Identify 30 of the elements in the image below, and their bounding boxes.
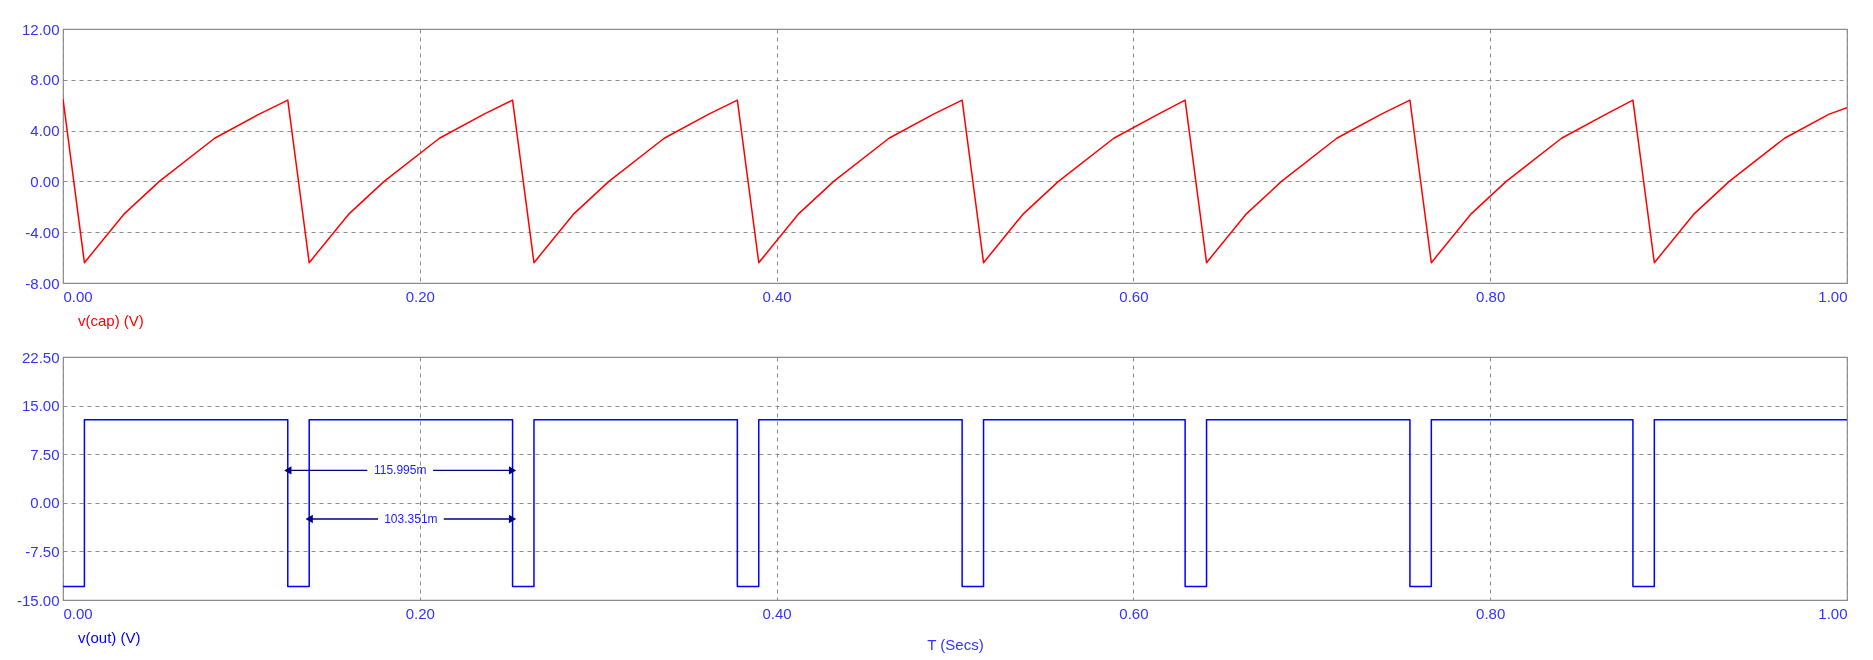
y-tick-label: 8.00 [30,71,60,89]
y-tick-label: 0.00 [30,494,60,512]
y-tick-label: -7.50 [25,542,60,560]
x-tick-label: 0.20 [405,287,435,305]
y-tick-label: 4.00 [30,122,60,140]
annotation: 103.351m [384,512,438,526]
x-axis-title: T (Secs) [927,635,984,653]
y-tick-label: 7.50 [30,445,60,463]
y-tick-label: 15.00 [21,397,60,415]
text: v(out) (V) [78,628,141,646]
y-tick-label: -8.00 [25,274,60,292]
line-series [63,98,1847,264]
text: v(cap) (V) [78,311,144,329]
x-tick-label: 0.40 [762,604,792,622]
x-tick-label: 0.60 [1119,604,1149,622]
x-tick-label: 0.00 [63,287,93,305]
x-tick-label: 0.40 [762,287,792,305]
annotation: 115.995m [373,463,427,478]
y-tick-label: -4.00 [25,223,60,241]
y-tick-label: 0.00 [30,172,60,190]
y-tick-label: -15.00 [16,591,60,609]
x-tick-label: 0.60 [1119,287,1149,305]
x-tick-label: 1.00 [1818,604,1848,622]
y-tick-label: 22.50 [21,348,60,366]
x-tick-label: 0.80 [1476,287,1506,305]
x-tick-label: 0.20 [405,604,435,622]
y-tick-label: 12.00 [21,20,60,38]
x-tick-label: 0.80 [1476,604,1506,622]
x-tick-label: 1.00 [1818,287,1848,305]
x-tick-label: 0.00 [63,604,93,622]
